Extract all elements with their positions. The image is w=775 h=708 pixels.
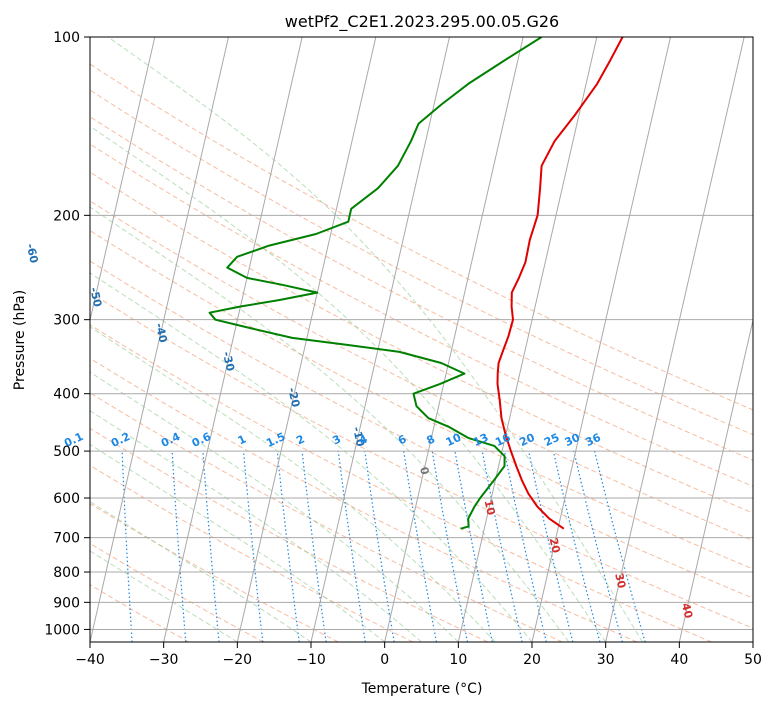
moist-adiabat: [90, 443, 385, 642]
mixing-ratio-label: 10: [444, 431, 464, 449]
isotherm-line: [310, 37, 450, 642]
isotherm-label: -40: [153, 322, 170, 345]
x-tick-label: 50: [744, 652, 762, 668]
isotherm-line: [678, 317, 753, 642]
dry-adiabat: [90, 427, 488, 642]
mixing-ratio-label: 25: [542, 431, 561, 449]
mixing-ratio-line: [454, 450, 493, 642]
isotherm-label: 10: [482, 499, 498, 517]
mixing-ratio-line: [594, 450, 646, 642]
dry-adiabat: [90, 200, 753, 542]
x-tick-label: 0: [380, 652, 389, 668]
isotherm-label: -60: [24, 242, 41, 265]
y-tick-label: 500: [53, 444, 80, 460]
x-tick-label: −20: [223, 652, 253, 668]
y-tick-label: 700: [53, 531, 80, 547]
isotherm-label: -10: [350, 426, 367, 449]
y-tick-label: 400: [53, 387, 80, 403]
y-axis-title: Pressure (hPa): [12, 290, 28, 390]
dry-adiabat: [90, 260, 753, 599]
isotherm-line: [0, 37, 7, 642]
mixing-ratio-label: 16: [493, 431, 513, 449]
dry-adiabat: [90, 464, 414, 642]
dry-adiabat: [90, 230, 753, 570]
mixing-ratio-line: [431, 450, 469, 642]
moist-adiabat: [90, 206, 570, 642]
series-line-0: [496, 37, 624, 530]
series-line-1: [208, 37, 543, 530]
isotherm-label: 30: [612, 572, 628, 590]
y-tick-label: 900: [53, 595, 80, 611]
mixing-ratio-line: [403, 451, 437, 642]
mixing-ratio-label: 36: [583, 431, 603, 449]
dry-adiabat: [90, 89, 753, 436]
mixing-ratio-line: [242, 451, 264, 642]
isotherm-label: -30: [220, 350, 237, 373]
isotherm-line: [605, 37, 745, 642]
series-layer: [208, 37, 624, 530]
mixing-ratio-line: [364, 451, 395, 642]
isotherm-line: [752, 639, 753, 642]
mixing-ratio-label: 20: [517, 431, 537, 449]
moist-adiabat: [107, 37, 643, 642]
mixing-ratio-line: [528, 450, 574, 642]
mixing-ratio-line: [552, 450, 601, 642]
moist-adiabat: [90, 326, 496, 642]
moist-adiabat: [90, 125, 607, 642]
isotherm-line: [457, 37, 598, 642]
isotherm-label: 40: [679, 602, 695, 620]
y-tick-label: 100: [53, 30, 80, 46]
x-tick-label: 40: [670, 652, 688, 668]
background-lines: [0, 37, 753, 642]
isotherm-line: [163, 37, 303, 642]
dry-adiabat: [90, 63, 753, 411]
y-tick-label: 300: [53, 313, 80, 329]
moist-adiabat: [90, 410, 422, 642]
y-tick-label: 600: [53, 491, 80, 507]
isotherm-line: [384, 37, 524, 642]
x-tick-label: 30: [597, 652, 615, 668]
isotherm-label: 0: [417, 466, 431, 477]
isotherm-line: [90, 37, 156, 323]
mixing-ratio-label: 30: [563, 431, 583, 449]
isotherm-line: [90, 37, 229, 642]
x-tick-label: −40: [75, 652, 105, 668]
mixing-ratio-line: [276, 451, 300, 642]
x-tick-label: 10: [449, 652, 467, 668]
moist-adiabat: [90, 272, 533, 642]
mixing-ratio-line: [481, 450, 523, 642]
plot-background: [90, 37, 753, 642]
x-tick-label: −30: [149, 652, 179, 668]
mixing-ratio-line: [573, 450, 623, 642]
y-tick-label: 200: [53, 208, 80, 224]
isotherm-label: -50: [87, 286, 104, 309]
isotherm-label: -20: [285, 386, 302, 409]
x-tick-label: 20: [523, 652, 541, 668]
mixing-ratio-line: [337, 451, 366, 642]
x-tick-label: −10: [296, 652, 326, 668]
mixing-ratio-line: [301, 451, 327, 642]
x-axis-title: Temperature (°C): [361, 681, 483, 697]
isotherm-label: 20: [547, 537, 563, 555]
y-axis: 100 200 300 400 500 600 700 800 900 1000: [44, 30, 90, 638]
y-tick-label: 1000: [44, 622, 80, 638]
mixing-ratio-label: 13: [471, 431, 490, 449]
plot-frame: [89, 36, 754, 643]
isotherm-line: [531, 37, 671, 642]
dry-adiabat: [90, 291, 753, 629]
chart-title: wetPf2_C2E1.2023.295.00.05.G26: [285, 12, 559, 32]
y-tick-label: 800: [53, 565, 80, 581]
x-axis: −40 −30 −20 −10 0 10 20 30 40 50: [75, 642, 762, 668]
dry-adiabat: [90, 143, 753, 487]
